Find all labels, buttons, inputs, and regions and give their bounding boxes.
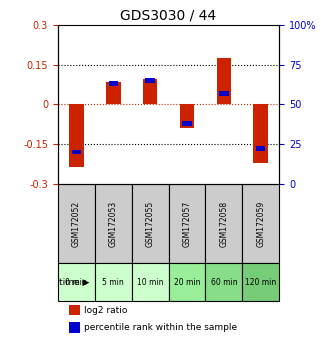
Text: 5 min: 5 min: [102, 278, 124, 287]
Text: 10 min: 10 min: [137, 278, 163, 287]
Text: GSM172052: GSM172052: [72, 200, 81, 246]
Text: 120 min: 120 min: [245, 278, 276, 287]
FancyBboxPatch shape: [169, 263, 205, 301]
FancyBboxPatch shape: [58, 184, 95, 263]
FancyBboxPatch shape: [242, 263, 279, 301]
FancyBboxPatch shape: [205, 184, 242, 263]
FancyBboxPatch shape: [95, 263, 132, 301]
Text: GSM172057: GSM172057: [182, 200, 192, 247]
Title: GDS3030 / 44: GDS3030 / 44: [120, 8, 217, 22]
Text: 60 min: 60 min: [211, 278, 237, 287]
FancyBboxPatch shape: [132, 184, 169, 263]
Text: GSM172053: GSM172053: [108, 200, 118, 247]
Text: GSM172055: GSM172055: [145, 200, 155, 247]
Bar: [182, 121, 192, 126]
Bar: [219, 91, 229, 96]
Bar: [179, 104, 194, 128]
Bar: [145, 78, 155, 83]
Bar: [256, 146, 265, 151]
FancyBboxPatch shape: [242, 184, 279, 263]
Text: log2 ratio: log2 ratio: [84, 306, 128, 315]
Bar: [216, 58, 231, 104]
Bar: [69, 322, 80, 333]
FancyBboxPatch shape: [132, 263, 169, 301]
Bar: [72, 149, 81, 154]
Text: percentile rank within the sample: percentile rank within the sample: [84, 323, 238, 332]
Text: time ▶: time ▶: [58, 278, 89, 287]
Bar: [69, 305, 80, 315]
Bar: [143, 79, 157, 104]
FancyBboxPatch shape: [169, 184, 205, 263]
FancyBboxPatch shape: [95, 184, 132, 263]
Text: 0 min: 0 min: [65, 278, 87, 287]
Text: 20 min: 20 min: [174, 278, 200, 287]
Bar: [106, 82, 120, 104]
Text: GSM172058: GSM172058: [219, 200, 229, 246]
Text: GSM172059: GSM172059: [256, 200, 265, 247]
Bar: [108, 81, 118, 86]
FancyBboxPatch shape: [205, 263, 242, 301]
FancyBboxPatch shape: [58, 263, 95, 301]
Bar: [69, 104, 83, 166]
Bar: [253, 104, 268, 162]
